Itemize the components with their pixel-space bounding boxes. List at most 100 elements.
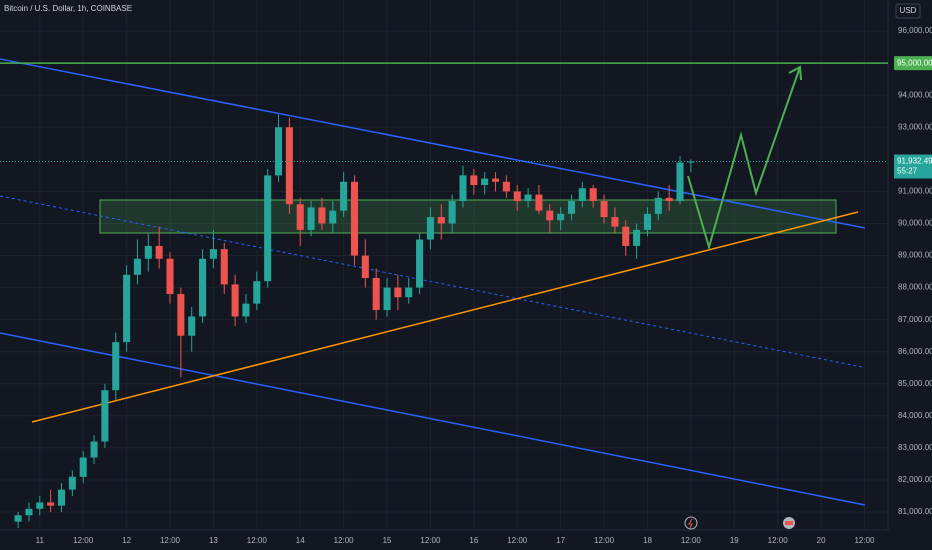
x-tick-label: 12:00 [854, 536, 875, 545]
projection [687, 65, 802, 251]
candle-body [112, 342, 120, 391]
candle-body [524, 194, 532, 202]
x-tick-label: 11 [36, 536, 45, 545]
candle-body [622, 226, 630, 246]
candle-body [426, 217, 434, 240]
x-tick-label: 12 [122, 536, 131, 545]
candle-body [383, 287, 391, 311]
y-tick-label: 84,000.00 [898, 411, 932, 420]
x-tick-label: 13 [209, 536, 218, 545]
y-tick-label: 89,000.00 [898, 251, 932, 260]
level-label: 95,000.00 [897, 58, 932, 67]
last-price-badge [894, 154, 932, 179]
countdown-label: 55:27 [897, 167, 918, 176]
candle-body [177, 294, 185, 336]
y-tick-label: 88,000.00 [898, 283, 932, 292]
candle-body [535, 194, 543, 211]
y-tick-label: 85,000.00 [898, 379, 932, 388]
candle-body [199, 258, 207, 317]
candle-body [144, 245, 152, 259]
last-price-label: 91,932.49 [897, 157, 932, 166]
candle-body [448, 201, 456, 224]
candle-body [285, 127, 293, 205]
y-tick-label: 96,000.00 [898, 26, 932, 35]
zone-rectangle [99, 199, 837, 234]
candle-body [416, 239, 424, 288]
candle-body [513, 191, 521, 202]
projection-arrow [687, 66, 801, 251]
candle-body [231, 284, 239, 317]
candle-body [57, 489, 66, 506]
candle-body [220, 249, 228, 285]
candle-body [372, 277, 380, 311]
support-trendline [31, 211, 859, 423]
candle-body [123, 274, 131, 343]
x-tick-label: 12:00 [507, 536, 528, 545]
y-tick-label: 81,000.00 [898, 507, 932, 516]
y-tick-label: 83,000.00 [898, 443, 932, 452]
candle-body [274, 127, 283, 176]
candle-body [654, 197, 662, 214]
x-tick-label: 19 [730, 536, 739, 545]
event-icon-bolt [688, 518, 693, 529]
candle-body [155, 245, 163, 259]
candle-body [79, 457, 87, 477]
candle-body [687, 161, 695, 163]
event-icons [684, 516, 795, 530]
x-tick-label: 14 [296, 536, 305, 545]
x-tick-label: 12:00 [768, 536, 789, 545]
y-tick-label: 82,000.00 [898, 475, 932, 484]
y-tick-label: 90,000.00 [898, 219, 932, 228]
candle-body [611, 217, 619, 227]
chart-title: Bitcoin / U.S. Dollar, 1h, COINBASE [4, 4, 132, 13]
candle-body [166, 258, 174, 295]
candle-body [643, 213, 651, 230]
event-icon[interactable] [684, 516, 698, 530]
candle-body [600, 201, 608, 218]
candle-body [340, 181, 348, 211]
candle-body [90, 441, 98, 458]
candle-body [481, 178, 489, 186]
candle-body [405, 287, 413, 298]
candle-body [36, 502, 44, 509]
candle-body [502, 181, 510, 192]
candle-body [296, 204, 304, 230]
candle-body [567, 201, 576, 214]
y-tick-label: 93,000.00 [898, 122, 932, 131]
x-tick-label: 15 [383, 536, 392, 545]
candle-body [307, 207, 315, 230]
upper-trendline [0, 58, 866, 229]
candle-body [665, 197, 673, 202]
level-badge [894, 56, 932, 71]
candle-body [68, 476, 76, 490]
currency[interactable]: USD [900, 6, 917, 15]
candle-body [589, 188, 597, 202]
candle-body [133, 258, 141, 275]
candle-body [253, 281, 261, 304]
x-tick-label: 17 [556, 536, 565, 545]
x-tick-label: 18 [643, 536, 652, 545]
candle-body [676, 162, 684, 202]
candle-body [188, 316, 196, 336]
x-tick-label: 12:00 [247, 536, 268, 545]
candle-body [633, 229, 641, 246]
x-tick-label: 12:00 [160, 536, 181, 545]
x-tick-label: 16 [469, 536, 478, 545]
candles [14, 114, 695, 529]
axes: 96,000.00 94,000.00 93,000.00 91,000.00 90,0… [36, 26, 932, 545]
y-tick-label: 87,000.00 [898, 315, 932, 324]
candle-body [14, 515, 22, 522]
candle-body [437, 217, 445, 224]
candle-body [578, 188, 586, 202]
currency-box[interactable] [895, 3, 921, 19]
y-tick-label: 94,000.00 [898, 90, 932, 99]
candle-body [394, 287, 402, 298]
candle-body [557, 213, 565, 221]
candle-body [459, 175, 467, 202]
candle-body [47, 502, 55, 506]
candle-body [546, 210, 554, 221]
x-tick-label: 12:00 [334, 536, 355, 545]
y-tick-label: 91,000.00 [898, 187, 932, 196]
